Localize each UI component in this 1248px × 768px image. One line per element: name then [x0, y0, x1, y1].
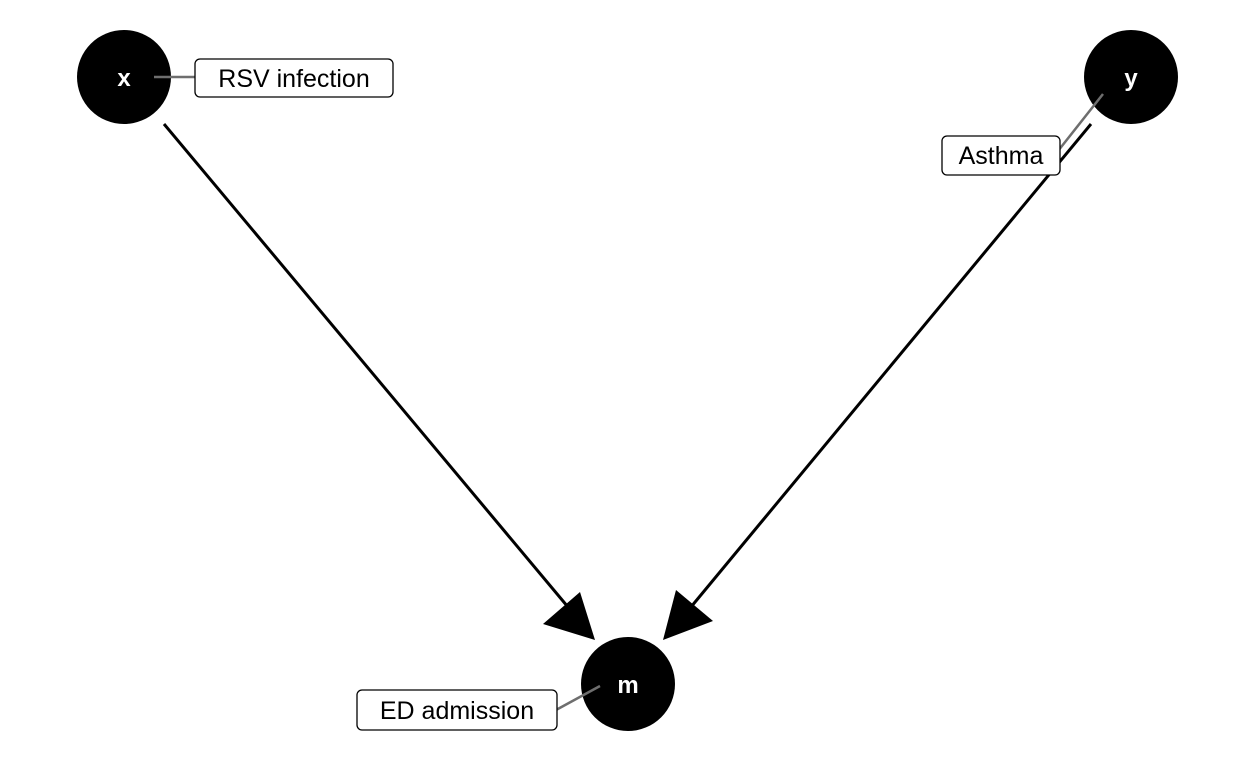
node-x-letter: x [117, 65, 131, 92]
node-y: y Asthma [941, 30, 1178, 176]
node-m-label-leader [555, 684, 601, 712]
node-m: m ED admission [356, 637, 675, 731]
arrow-head-icon [663, 590, 713, 640]
edge-x-to-m-line [162, 123, 575, 614]
node-x: x RSV infection [77, 30, 394, 124]
node-m-circle [581, 637, 675, 731]
node-x-circle [77, 30, 171, 124]
node-y-label: Asthma [959, 142, 1044, 170]
node-m-label: ED admission [380, 697, 534, 725]
edge-y-to-m-line [684, 123, 1093, 614]
node-y-label-box [941, 135, 1061, 176]
arrow-head-icon [543, 592, 595, 640]
node-y-circle [1084, 30, 1178, 124]
edge-x-to-m [162, 123, 595, 640]
node-m-letter: m [617, 672, 638, 699]
node-y-label-leader [1057, 93, 1104, 152]
node-m-label-box [356, 689, 558, 731]
node-x-label: RSV infection [218, 65, 369, 93]
edge-y-to-m [663, 123, 1093, 640]
node-x-label-box [194, 58, 394, 98]
node-y-letter: y [1124, 65, 1138, 92]
